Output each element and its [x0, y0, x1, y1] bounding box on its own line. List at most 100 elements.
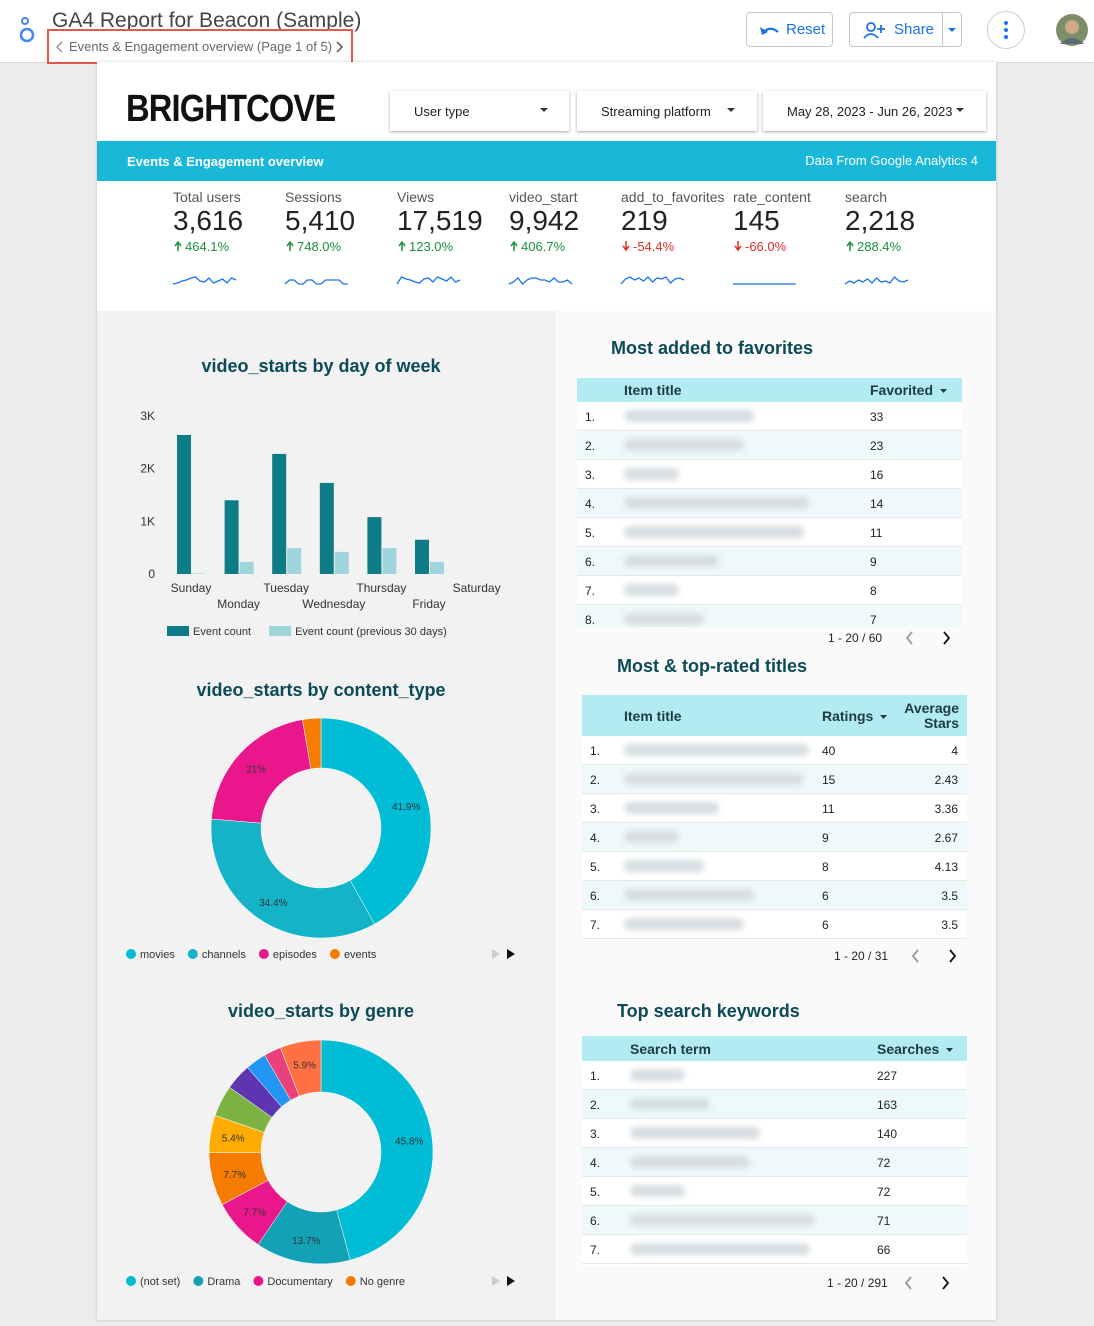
kpi-label: Total users — [173, 189, 241, 205]
kpi-change: 748.0% — [297, 239, 342, 254]
slice — [302, 717, 322, 770]
slice-label: 7.7% — [223, 1170, 246, 1181]
row-rank: 1. — [590, 744, 601, 758]
share-menu[interactable] — [947, 26, 957, 34]
prev-page[interactable] — [911, 949, 919, 963]
filter-date[interactable]: May 28, 2023 - Jun 26, 2023 — [763, 91, 986, 131]
row-rank: 6. — [585, 555, 596, 569]
cell-value: 8 — [822, 860, 829, 874]
bar — [192, 573, 206, 574]
blurred-title — [624, 918, 744, 930]
legend-swatch — [167, 626, 189, 636]
blurred-title — [630, 1069, 685, 1081]
legend-next[interactable] — [507, 1276, 515, 1286]
share-button[interactable]: Share — [849, 12, 962, 47]
next-page[interactable] — [335, 41, 345, 53]
bar — [319, 482, 334, 574]
prev-page[interactable] — [904, 1276, 912, 1290]
cell-value: 163 — [877, 1098, 898, 1112]
trend-arrow — [174, 240, 182, 251]
filter-user-type[interactable]: User type — [390, 91, 569, 131]
prev-page[interactable] — [905, 631, 913, 645]
column-header[interactable]: Item title — [624, 382, 682, 398]
sort-indicator — [940, 389, 948, 393]
next-page[interactable] — [949, 949, 957, 963]
legend-dot — [193, 1276, 204, 1286]
table-title: Most added to favorites — [611, 338, 814, 358]
sparkline — [844, 276, 909, 285]
cell-value: 140 — [877, 1127, 898, 1141]
sort-indicator — [880, 714, 888, 719]
sparkline — [396, 276, 461, 285]
legend-next[interactable] — [507, 949, 515, 959]
banner-source: Data From Google Analytics 4 — [805, 153, 978, 168]
next-page[interactable] — [943, 631, 951, 645]
sort-arrow — [880, 714, 888, 719]
legend-swatch — [269, 626, 292, 636]
filter-label: May 28, 2023 - Jun 26, 2023 — [787, 103, 953, 119]
cell-value: 71 — [877, 1214, 891, 1228]
slice-label: 45.8% — [395, 1136, 423, 1147]
bar — [239, 561, 254, 574]
column-header[interactable]: Item title — [624, 707, 682, 724]
legend-label: channels — [202, 949, 247, 961]
cell-value: 15 — [822, 773, 836, 787]
slice — [320, 717, 432, 925]
share-label: Share — [894, 21, 935, 38]
legend-label: (not set) — [140, 1276, 180, 1288]
table-row: 4. 72 — [582, 1148, 967, 1177]
legend-prev[interactable] — [492, 949, 500, 959]
legend-label: episodes — [273, 949, 318, 961]
filter-platform[interactable]: Streaming platform — [577, 91, 757, 131]
column-header[interactable]: Search term — [630, 1040, 711, 1057]
column-header[interactable]: Favorited — [870, 382, 949, 398]
column-header[interactable]: Average Stars — [904, 700, 959, 731]
page-nav[interactable]: Events & Engagement overview (Page 1 of … — [47, 29, 353, 64]
cell-value: 8 — [870, 584, 877, 598]
legend-prev[interactable] — [492, 1276, 500, 1286]
legend-dot — [253, 1276, 264, 1286]
table-row: 4. 9 2.67 — [582, 823, 967, 852]
cell-value: 40 — [822, 744, 836, 758]
cell-value: 227 — [877, 1069, 898, 1083]
legend-label: Event count (previous 30 days) — [295, 626, 447, 638]
avatar[interactable] — [1056, 14, 1088, 46]
row-rank: 2. — [590, 773, 601, 787]
reset-label: Reset — [786, 21, 826, 38]
row-rank: 3. — [590, 1127, 601, 1141]
table-header: Search term Searches — [582, 1036, 967, 1061]
blurred-title — [624, 468, 679, 480]
slice — [320, 1039, 434, 1261]
kpi-value: 145 — [733, 205, 780, 236]
table-row: 4. 14 — [577, 489, 962, 518]
row-rank: 6. — [590, 1214, 601, 1228]
filter-label: User type — [414, 103, 470, 119]
slice-label: 34.4% — [259, 898, 287, 909]
cell-value: 66 — [877, 1243, 891, 1257]
column-header[interactable]: Ratings — [822, 708, 889, 724]
filter-label: Streaming platform — [601, 103, 711, 119]
y-tick-label: 3K — [140, 409, 155, 423]
next-page[interactable] — [942, 1276, 950, 1290]
row-rank: 8. — [585, 613, 596, 627]
cell-value: 4 — [951, 744, 958, 758]
kpi-change: 123.0% — [409, 239, 454, 254]
more-menu[interactable] — [986, 10, 1026, 50]
row-rank: 7. — [590, 1243, 601, 1257]
cell-value: 9 — [870, 555, 877, 569]
bar — [224, 500, 239, 574]
kpi-value: 219 — [621, 205, 668, 236]
kpi-label: rate_content — [733, 189, 811, 205]
legend-dot — [187, 949, 198, 959]
bar — [272, 453, 287, 574]
legend-dot — [345, 1276, 356, 1286]
bar — [287, 548, 302, 574]
reset-button[interactable]: Reset — [746, 12, 833, 47]
column-header[interactable]: Searches — [877, 1041, 955, 1057]
blurred-title — [624, 497, 809, 509]
cell-value: 3.5 — [941, 918, 958, 932]
cell-value: 72 — [877, 1185, 891, 1199]
banner: Events & Engagement overview Data From G… — [97, 141, 996, 181]
prev-page[interactable] — [55, 41, 65, 53]
